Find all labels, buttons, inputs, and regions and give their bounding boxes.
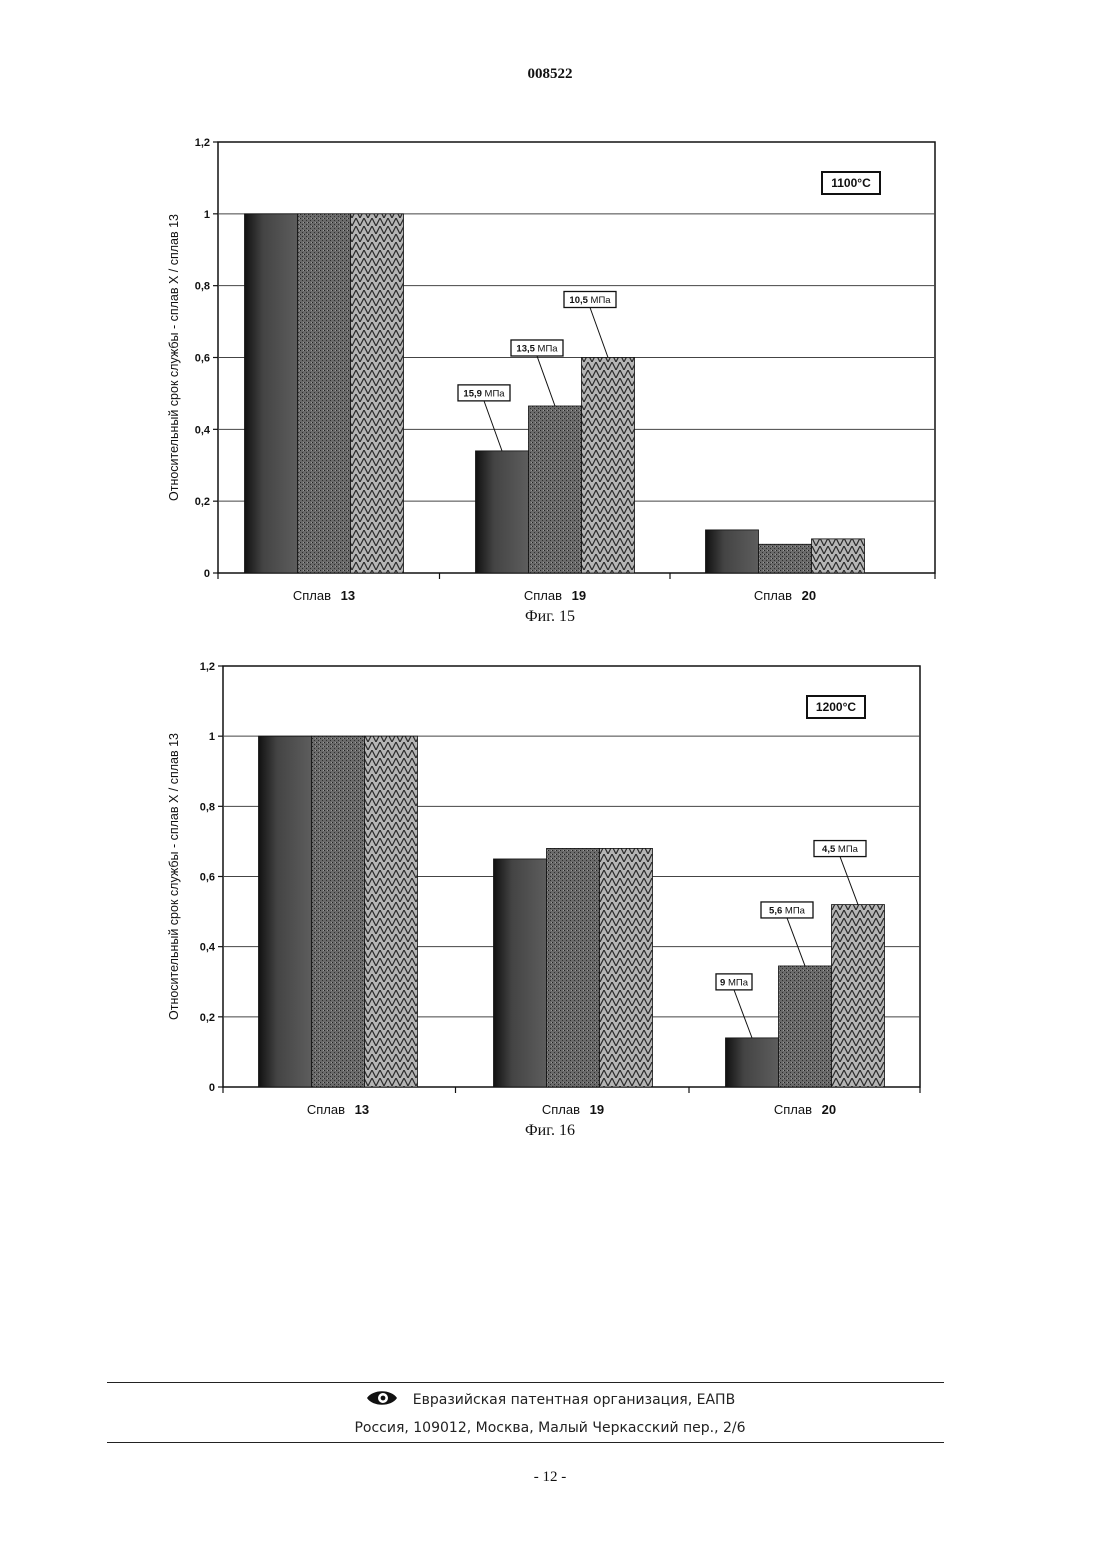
- chart-svg: 0 0,2 0,4 0,6 0,8 1 1,2 Относительный срок служ…: [160, 130, 950, 600]
- bar: [476, 451, 529, 573]
- figure-15-caption: Фиг. 15: [0, 608, 1100, 626]
- footer-org-line: Евразийская патентная организация, ЕАПВ: [0, 1387, 1100, 1413]
- bar: [365, 736, 418, 1087]
- y-tick-label: 0,6: [200, 872, 215, 884]
- bar: [759, 544, 812, 573]
- eapo-eye-logo-icon: [365, 1387, 399, 1413]
- bar: [779, 966, 832, 1087]
- bar: [494, 859, 547, 1087]
- bar: [706, 530, 759, 573]
- document-number: 008522: [0, 66, 1100, 83]
- y-tick-label: 1: [204, 209, 210, 221]
- annotation-label: 5,6 МПа: [769, 905, 806, 916]
- y-axis-label: Относительный срок службы - сплав X / сп…: [167, 733, 181, 1020]
- y-tick-label: 0,4: [195, 424, 211, 436]
- chart-figure-15: 0 0,2 0,4 0,6 0,8 1 1,2 Относительный срок служ…: [160, 130, 950, 600]
- page-number: - 12 -: [0, 1469, 1100, 1486]
- figure-16-caption: Фиг. 16: [0, 1122, 1100, 1140]
- y-tick-label: 0,8: [195, 281, 210, 293]
- chart-svg: 0 0,2 0,4 0,6 0,8 1 1,2 Относительный срок служ…: [160, 654, 950, 1124]
- y-tick-label: 0,4: [200, 942, 216, 954]
- bar: [547, 848, 600, 1087]
- annotation-label: 10,5 МПа: [569, 295, 611, 306]
- footer-org-name: Евразийская патентная организация, ЕАПВ: [413, 1392, 735, 1408]
- bar: [726, 1038, 779, 1087]
- x-category-label: Сплав 13: [293, 588, 355, 600]
- temperature-label: 1200°C: [816, 700, 856, 714]
- bar: [259, 736, 312, 1087]
- x-category-label: Сплав 20: [774, 1102, 836, 1117]
- annotation-label: 13,5 МПа: [516, 343, 558, 354]
- footer-address: Россия, 109012, Москва, Малый Черкасский…: [0, 1420, 1100, 1436]
- y-tick-label: 0: [204, 568, 210, 580]
- bar: [351, 214, 404, 573]
- footer-top-rule: [107, 1382, 944, 1383]
- bar: [298, 214, 351, 573]
- y-tick-label: 0: [209, 1082, 215, 1094]
- x-category-label: Сплав 20: [754, 588, 816, 600]
- annotation-label: 4,5 МПа: [822, 844, 859, 855]
- bar: [832, 905, 885, 1087]
- y-tick-label: 1,2: [195, 137, 210, 149]
- annotation-label: 15,9 МПа: [463, 388, 505, 399]
- y-tick-label: 1,2: [200, 661, 215, 673]
- annotation-label: 9 МПа: [720, 977, 749, 988]
- x-category-label: Сплав 13: [307, 1102, 369, 1117]
- bar: [600, 848, 653, 1087]
- y-tick-label: 0,8: [200, 801, 215, 813]
- y-axis-label: Относительный срок службы - сплав X / сп…: [167, 214, 181, 501]
- bar: [529, 406, 582, 573]
- footer-bottom-rule: [107, 1442, 944, 1443]
- chart-figure-16: 0 0,2 0,4 0,6 0,8 1 1,2 Относительный срок служ…: [160, 654, 950, 1124]
- temperature-label: 1100°C: [831, 176, 871, 190]
- y-tick-label: 1: [209, 731, 215, 743]
- bar: [812, 539, 865, 573]
- y-tick-label: 0,6: [195, 353, 210, 365]
- bar: [312, 736, 365, 1087]
- x-category-label: Сплав 19: [524, 588, 586, 600]
- y-tick-label: 0,2: [195, 496, 210, 508]
- x-category-label: Сплав 19: [542, 1102, 604, 1117]
- y-tick-label: 0,2: [200, 1012, 215, 1024]
- bar: [582, 358, 635, 574]
- bar: [245, 214, 298, 573]
